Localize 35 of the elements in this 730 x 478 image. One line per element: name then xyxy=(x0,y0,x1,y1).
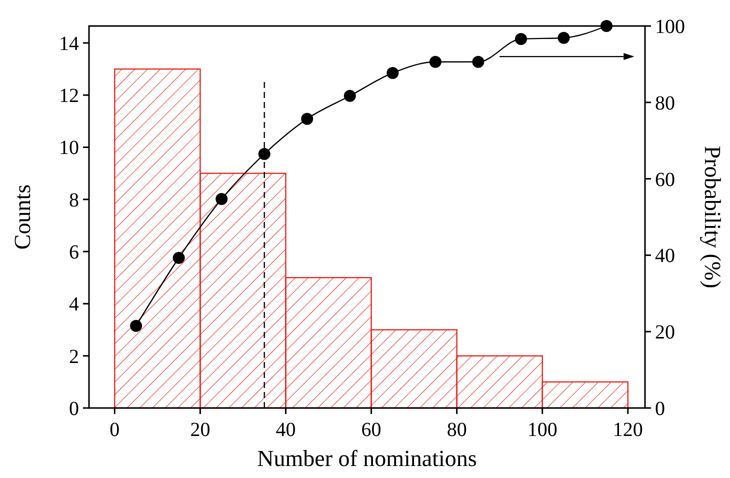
point xyxy=(301,112,314,125)
y-tick-label: 12 xyxy=(59,85,79,108)
x-tick-label: 100 xyxy=(527,419,558,441)
x-tick-label: 120 xyxy=(612,419,643,441)
y-tick-label: 6 xyxy=(69,242,79,264)
x-tick-label: 40 xyxy=(276,419,296,441)
x-axis-title: Number of nominations xyxy=(257,446,477,471)
point xyxy=(472,56,484,68)
y-tick-label: 2 xyxy=(69,346,79,368)
y2-tick-label: 60 xyxy=(655,168,675,191)
y-tick-label: 4 xyxy=(69,294,79,316)
point xyxy=(344,90,356,102)
point xyxy=(558,32,570,44)
y2-tick-label: 100 xyxy=(655,16,685,38)
x-tick-label: 20 xyxy=(190,419,210,441)
point xyxy=(172,252,185,264)
point xyxy=(216,193,228,206)
x-tick-label: 60 xyxy=(361,419,382,441)
y-tick-label: 14 xyxy=(59,32,79,55)
point xyxy=(130,320,142,332)
x-tick-label: 0 xyxy=(110,419,120,441)
y-axis-title: Counts xyxy=(10,184,35,250)
y2-tick-label: 40 xyxy=(655,245,675,268)
y-tick-label: 0 xyxy=(69,398,79,420)
point xyxy=(429,56,442,68)
point xyxy=(258,148,270,160)
y2-tick-label: 80 xyxy=(655,92,675,114)
y-tick-label: 10 xyxy=(59,137,79,160)
y-tick-label: 8 xyxy=(69,189,79,212)
point xyxy=(386,66,399,79)
y2-axis-title: Probability (%) xyxy=(700,146,725,288)
point xyxy=(514,32,527,45)
y2-tick-label: 0 xyxy=(655,398,665,420)
x-tick-label: 80 xyxy=(446,419,467,441)
y2-tick-label: 20 xyxy=(655,322,675,344)
